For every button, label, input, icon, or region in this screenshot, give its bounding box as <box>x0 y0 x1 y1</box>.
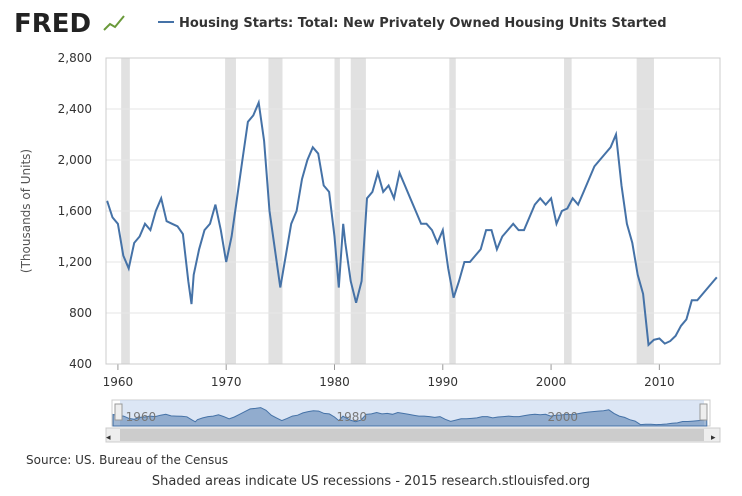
legend-label[interactable]: Housing Starts: Total: New Privately Own… <box>179 16 667 31</box>
y-tick-label: 800 <box>69 306 92 320</box>
footer-note: Shaded areas indicate US recessions - 20… <box>152 474 590 489</box>
series-line <box>106 98 718 348</box>
navigator-handle[interactable] <box>114 403 123 421</box>
x-tick-label: 1990 <box>428 375 459 389</box>
x-tick-label: 1970 <box>211 375 242 389</box>
scroll-left[interactable]: ◂ <box>106 433 111 443</box>
y-tick-label: 2,800 <box>58 51 92 65</box>
y-tick-label: 2,000 <box>58 153 92 167</box>
navigator-tick-label: 1960 <box>126 410 157 424</box>
y-axis-label: (Thousands of Units) <box>19 149 33 273</box>
plot-border <box>105 57 721 365</box>
x-tick-label: 2000 <box>536 375 567 389</box>
navigator-area <box>112 407 708 427</box>
x-tick-label: 1960 <box>103 375 134 389</box>
scroll-right[interactable]: ▸ <box>711 433 716 443</box>
logo: FRED <box>14 9 91 39</box>
navigator-tick-label: 1980 <box>337 410 368 424</box>
x-tick-label: 2010 <box>644 375 675 389</box>
y-tick-label: 1,600 <box>58 204 92 218</box>
x-tick-label: 1980 <box>319 375 350 389</box>
logo-icon <box>103 15 125 31</box>
y-tick-label: 400 <box>69 357 92 371</box>
navigator-handle[interactable] <box>699 403 708 421</box>
y-tick-label: 2,400 <box>58 102 92 116</box>
scrollbar-thumb[interactable] <box>120 429 704 441</box>
navigator-tick-label: 2000 <box>547 410 578 424</box>
y-tick-label: 1,200 <box>58 255 92 269</box>
source: Source: US. Bureau of the Census <box>26 453 228 467</box>
